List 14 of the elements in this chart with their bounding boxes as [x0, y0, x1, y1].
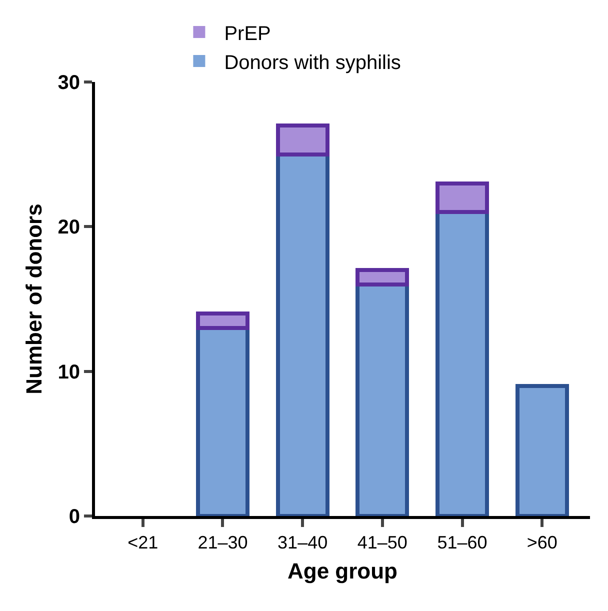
legend-label: Donors with syphilis: [224, 52, 401, 74]
y-tick-label: 10: [58, 361, 80, 384]
x-tick-label: 41–50: [357, 532, 408, 553]
y-tick-label: 0: [68, 506, 80, 528]
x-tick-label: <21: [128, 532, 158, 553]
x-tick-label: 51–60: [437, 532, 488, 553]
x-tick-label: >60: [526, 532, 558, 553]
y-tick-label: 30: [58, 72, 80, 94]
y-tick-label: 20: [58, 216, 80, 239]
legend-label: PrEP: [224, 22, 271, 45]
y-axis-title: Number of donors: [22, 204, 47, 394]
x-tick-label: 21–30: [198, 532, 248, 553]
x-tick-label: 31–40: [278, 532, 328, 553]
x-axis-title: Age group: [288, 558, 398, 584]
